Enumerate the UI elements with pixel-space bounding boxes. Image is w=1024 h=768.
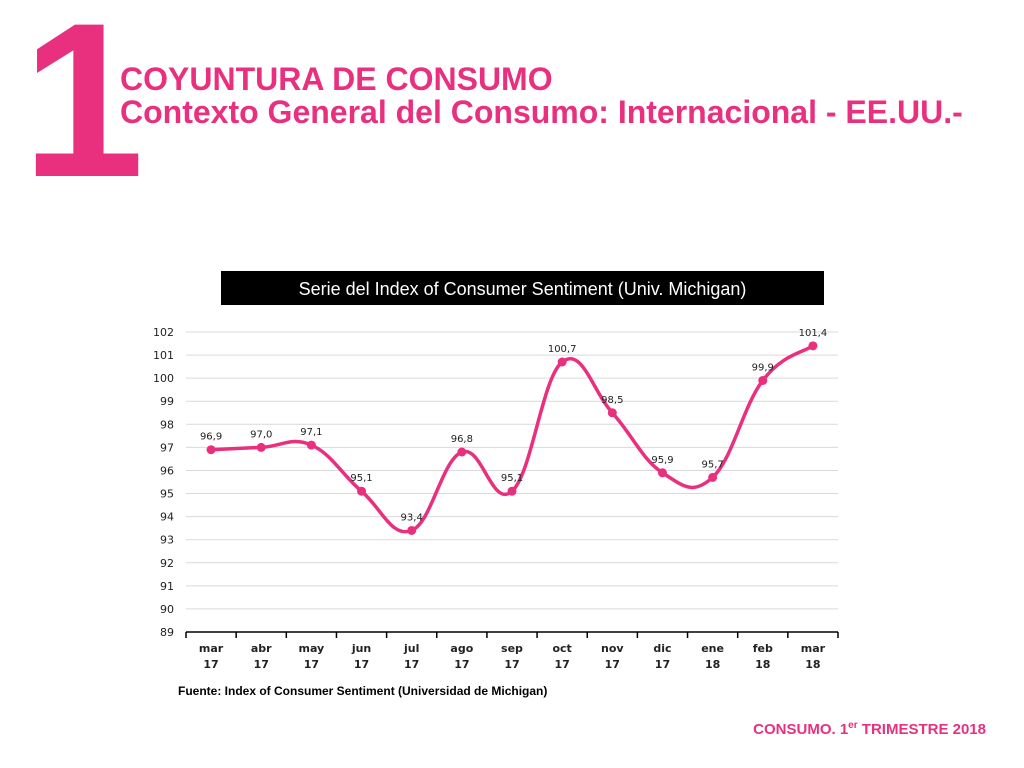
y-tick-label: 96 — [160, 464, 174, 477]
x-tick-label-year: 18 — [755, 658, 770, 671]
y-tick-label: 99 — [160, 395, 174, 408]
y-tick-label: 101 — [153, 349, 174, 362]
x-tick-label: nov — [601, 642, 624, 655]
data-label: 96,8 — [451, 434, 473, 445]
y-tick-label: 97 — [160, 441, 174, 454]
data-label: 95,7 — [701, 459, 723, 470]
footer-text: CONSUMO. 1 — [753, 721, 849, 738]
x-tick-label: oct — [552, 642, 571, 655]
x-tick-label: may — [299, 642, 325, 655]
x-tick-label: feb — [753, 642, 773, 655]
data-point — [357, 486, 367, 496]
data-point — [758, 375, 768, 385]
data-point — [657, 468, 667, 478]
data-point — [708, 472, 718, 482]
data-point — [507, 486, 517, 496]
data-point — [256, 442, 266, 452]
footer-superscript: er — [848, 720, 858, 731]
x-tick-label-year: 18 — [705, 658, 720, 671]
y-tick-label: 90 — [160, 603, 174, 616]
x-tick-label-year: 17 — [504, 658, 519, 671]
data-point — [457, 447, 467, 457]
y-tick-label: 91 — [160, 580, 174, 593]
slide-title: COYUNTURA DE CONSUMO — [120, 61, 553, 97]
x-tick-label: mar — [801, 642, 826, 655]
data-label: 96,9 — [200, 432, 222, 443]
data-point — [407, 525, 417, 535]
data-point — [607, 408, 617, 418]
x-tick-label: sep — [501, 642, 523, 655]
x-tick-label-year: 17 — [655, 658, 670, 671]
data-label: 99,9 — [752, 362, 774, 373]
x-tick-label: ene — [701, 642, 724, 655]
data-point — [808, 341, 818, 351]
data-label: 95,1 — [350, 473, 372, 484]
footer: CONSUMO. 1er TRIMESTRE 2018 — [753, 720, 986, 738]
data-label: 95,1 — [501, 473, 523, 484]
x-tick-label: mar — [199, 642, 224, 655]
footer-text-end: TRIMESTRE 2018 — [857, 721, 986, 738]
x-tick-label: ago — [450, 642, 473, 655]
x-tick-label-year: 17 — [404, 658, 419, 671]
data-label: 93,4 — [401, 512, 423, 523]
x-tick-label: dic — [653, 642, 671, 655]
x-tick-label: jul — [403, 642, 419, 655]
series-line — [210, 344, 814, 534]
data-label: 97,1 — [300, 427, 322, 438]
data-label: 101,4 — [799, 328, 828, 339]
data-label: 98,5 — [601, 395, 623, 406]
data-label: 95,9 — [651, 455, 673, 466]
x-tick-label-year: 17 — [605, 658, 620, 671]
header: COYUNTURA DE CONSUMO Contexto General de… — [120, 62, 1000, 129]
y-tick-label: 89 — [160, 626, 174, 639]
x-tick-label-year: 17 — [454, 658, 469, 671]
y-tick-label: 102 — [153, 326, 174, 339]
x-tick-label: abr — [251, 642, 272, 655]
y-tick-label: 98 — [160, 418, 174, 431]
data-label: 97,0 — [250, 429, 272, 440]
y-tick-label: 92 — [160, 557, 174, 570]
x-tick-label-year: 18 — [805, 658, 820, 671]
x-tick-label-year: 17 — [554, 658, 569, 671]
slide-number: 1 — [22, 0, 144, 223]
x-tick-label-year: 17 — [203, 658, 218, 671]
y-tick-label: 93 — [160, 534, 174, 547]
data-point — [557, 357, 567, 367]
y-tick-label: 94 — [160, 511, 174, 524]
slide-subtitle: Contexto General del Consumo: Internacio… — [120, 94, 963, 130]
data-point — [306, 440, 316, 450]
chart-title: Serie del Index of Consumer Sentiment (U… — [221, 271, 824, 305]
x-tick-label-year: 17 — [354, 658, 369, 671]
y-tick-label: 100 — [153, 372, 174, 385]
source-note: Fuente: Index of Consumer Sentiment (Uni… — [178, 684, 548, 698]
x-tick-label-year: 17 — [304, 658, 319, 671]
y-tick-label: 95 — [160, 488, 174, 501]
x-tick-label-year: 17 — [254, 658, 269, 671]
data-point — [206, 445, 216, 455]
x-tick-label: jun — [351, 642, 371, 655]
data-label: 100,7 — [548, 344, 577, 355]
